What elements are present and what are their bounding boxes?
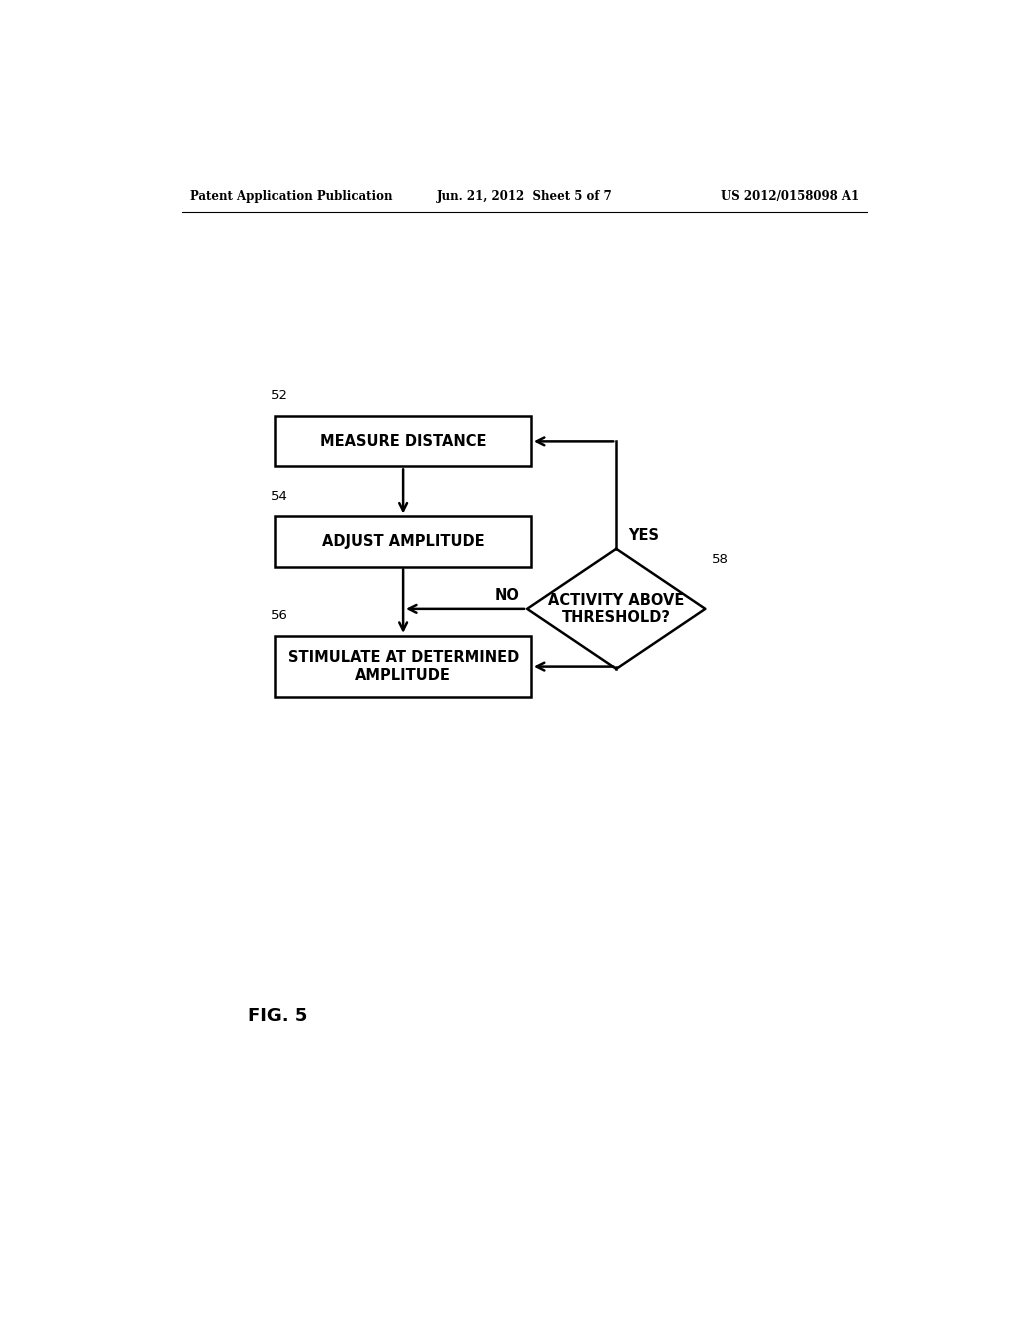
Text: Patent Application Publication: Patent Application Publication bbox=[190, 190, 392, 203]
Text: 54: 54 bbox=[271, 490, 288, 503]
Bar bbox=[275, 516, 531, 566]
Text: 58: 58 bbox=[712, 553, 728, 566]
Text: ADJUST AMPLITUDE: ADJUST AMPLITUDE bbox=[322, 535, 484, 549]
Text: Jun. 21, 2012  Sheet 5 of 7: Jun. 21, 2012 Sheet 5 of 7 bbox=[437, 190, 612, 203]
Text: ACTIVITY ABOVE
THRESHOLD?: ACTIVITY ABOVE THRESHOLD? bbox=[548, 593, 684, 626]
Text: 56: 56 bbox=[271, 609, 288, 622]
Bar bbox=[275, 636, 531, 697]
Text: MEASURE DISTANCE: MEASURE DISTANCE bbox=[319, 434, 486, 449]
Bar bbox=[275, 416, 531, 466]
Text: US 2012/0158098 A1: US 2012/0158098 A1 bbox=[722, 190, 859, 203]
Text: NO: NO bbox=[495, 587, 519, 603]
Text: YES: YES bbox=[628, 528, 658, 543]
Text: STIMULATE AT DETERMINED
AMPLITUDE: STIMULATE AT DETERMINED AMPLITUDE bbox=[288, 651, 519, 682]
Text: FIG. 5: FIG. 5 bbox=[248, 1007, 307, 1024]
Text: 52: 52 bbox=[271, 389, 289, 403]
